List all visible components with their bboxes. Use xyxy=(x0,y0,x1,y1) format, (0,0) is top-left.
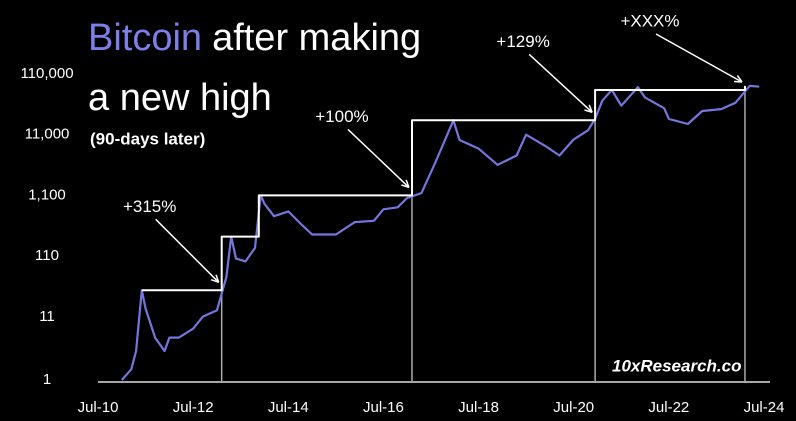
annotation: +129% xyxy=(496,32,549,51)
title-highlight: Bitcoin xyxy=(88,17,202,59)
arrow-head xyxy=(733,74,743,83)
x-tick-label: Jul-16 xyxy=(363,399,404,416)
x-tick-label: Jul-24 xyxy=(744,399,785,416)
arrow-head xyxy=(401,179,410,189)
y-tick-label: 11 xyxy=(39,308,55,325)
x-tick-label: Jul-14 xyxy=(268,399,309,416)
x-tick-label: Jul-20 xyxy=(553,399,594,416)
x-tick-label: Jul-12 xyxy=(173,399,214,416)
arrow-head xyxy=(210,274,220,284)
high-step-line xyxy=(141,85,746,292)
y-tick-label: 110,000 xyxy=(20,65,73,82)
x-tick-label: Jul-22 xyxy=(648,399,689,416)
annotation-arrow xyxy=(528,53,593,113)
y-tick-label: 1,100 xyxy=(28,186,66,203)
annotation: +100% xyxy=(315,107,368,126)
arrow-head xyxy=(584,104,593,114)
y-tick-label: 1 xyxy=(43,371,51,388)
x-tick-label: Jul-10 xyxy=(78,399,119,416)
source: 10xResearch.co xyxy=(612,356,741,375)
title-rest: after making xyxy=(212,17,421,59)
subtitle: (90-days later) xyxy=(90,129,205,148)
annotation: +XXX% xyxy=(620,11,679,30)
x-tick-label: Jul-18 xyxy=(458,399,499,416)
annotation-arrow xyxy=(155,218,220,283)
annotation-arrow xyxy=(347,128,410,188)
y-tick-label: 110 xyxy=(35,247,59,264)
y-tick-label: 11,000 xyxy=(25,126,70,143)
annotation: +315% xyxy=(123,197,176,216)
chart-title-line2: a new high xyxy=(88,77,272,119)
chart-title: Bitcoin after making xyxy=(88,17,421,59)
annotation-arrow xyxy=(655,33,743,83)
